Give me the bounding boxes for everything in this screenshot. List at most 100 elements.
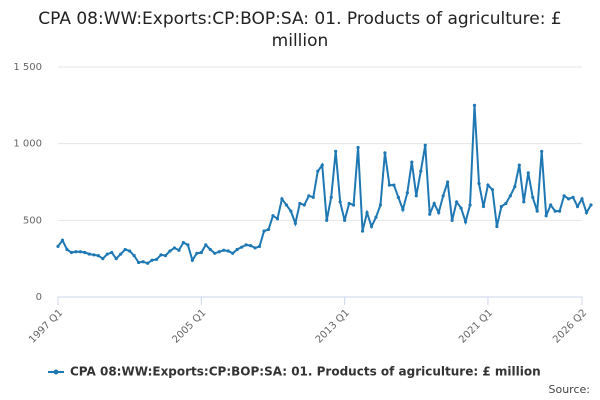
point [446,180,450,184]
point [199,250,203,255]
point [454,200,459,204]
point [298,201,302,206]
chart-title: CPA 08:WW:Exports:CP:BOP:SA: 01. Product… [38,9,562,51]
point [65,247,69,252]
point [137,260,141,265]
point [154,257,159,262]
point [114,257,118,261]
point [562,194,566,198]
point [477,181,481,186]
point [217,250,221,254]
point [428,212,432,216]
point [195,251,199,255]
point [338,200,342,204]
point [463,220,468,224]
point [334,149,338,153]
point [78,250,82,254]
point [289,209,293,213]
point [128,249,132,253]
x-tick-label: 2021 Q1 [457,307,495,345]
point [571,195,575,199]
point [490,188,495,192]
series-line [57,105,592,265]
point [226,249,230,253]
y-tick-label: 1 500 [13,62,42,73]
point [123,247,127,252]
point [329,195,333,199]
point [481,204,486,209]
point [141,260,145,264]
point [110,250,114,255]
point [499,204,503,209]
point [526,171,530,175]
point [105,252,109,256]
point [83,250,87,255]
point [222,248,226,252]
y-tick-label: 500 [23,215,42,226]
point [101,257,105,261]
point [419,169,423,173]
point [396,195,400,199]
point [262,229,266,233]
point [159,253,163,257]
point [60,238,65,242]
point [177,248,181,252]
point [383,151,387,155]
point [119,252,123,256]
point [150,258,154,262]
point [240,245,244,249]
point [589,203,593,207]
point [316,169,320,173]
legend-marker [53,369,59,375]
point [168,249,172,253]
point [535,209,539,213]
point [575,204,580,209]
point [311,195,315,199]
point [280,197,284,201]
point [387,183,392,187]
source: Source: [549,383,591,396]
point [450,218,454,222]
point [213,251,217,255]
point [204,243,208,247]
x-tick-label: 2026 Q2 [551,307,589,345]
point [584,211,589,215]
point [163,254,168,258]
point [343,218,347,222]
point [266,227,271,232]
point [132,254,136,258]
point [495,224,499,229]
point [486,183,490,187]
point [92,253,96,257]
point [508,194,512,198]
point [472,103,477,107]
point [414,194,418,198]
point [459,206,463,210]
point [145,261,150,265]
point [302,203,306,207]
point [549,203,553,207]
point [441,194,445,198]
point [74,250,78,254]
point [244,243,248,247]
point [553,209,557,213]
point [504,201,508,206]
point [432,201,436,206]
point [522,200,526,204]
point [87,252,91,256]
point [186,243,190,247]
point [558,209,562,213]
point [437,211,441,215]
y-tick-label: 1 000 [13,139,42,150]
point [271,214,275,218]
point [374,215,378,219]
point [172,246,177,250]
point [517,163,521,167]
point [365,211,369,215]
point [190,258,194,262]
x-tick-label: 1997 Q1 [27,307,65,345]
point [235,247,239,252]
point [253,246,257,250]
